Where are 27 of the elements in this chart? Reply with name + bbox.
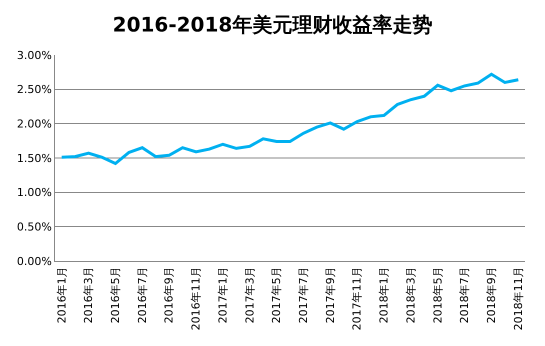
x-tick-label: 2017年5月	[270, 266, 284, 324]
y-tick-label: 2.50%	[16, 83, 52, 96]
x-tick-label: 2016年3月	[82, 266, 96, 324]
x-tick-label: 2018年11月	[512, 266, 525, 330]
x-tick-label: 2017年7月	[297, 266, 310, 324]
y-tick-label: 1.00%	[16, 186, 52, 200]
chart-title: 2016-2018年美元理财收益率走势	[112, 12, 432, 36]
x-tick-label: 2016年11月	[190, 266, 203, 330]
x-tick-label: 2017年3月	[243, 266, 256, 324]
x-tick-label: 2016年9月	[162, 266, 176, 324]
x-tick-label: 2017年9月	[324, 266, 337, 324]
x-tick-label: 2018年3月	[404, 266, 418, 324]
y-tick-label: 0.00%	[16, 254, 52, 268]
x-tick-label: 2018年9月	[485, 266, 498, 324]
x-tick-label: 2017年11月	[350, 266, 364, 330]
x-tick-label: 2016年5月	[109, 266, 122, 324]
y-tick-label: 3.00%	[16, 48, 52, 62]
x-tick-label: 2018年7月	[458, 266, 472, 324]
y-tick-label: 1.50%	[16, 152, 52, 165]
x-tick-label: 2018年1月	[378, 266, 391, 324]
line-series	[60, 72, 520, 165]
y-tick-label: 2.00%	[16, 118, 52, 131]
x-tick-label: 2018年5月	[431, 266, 444, 324]
x-tick-label: 2017年1月	[216, 266, 230, 324]
x-tick-label: 2016年1月	[55, 266, 68, 324]
y-tick-label: 0.50%	[16, 220, 52, 234]
x-tick-label: 2016年7月	[136, 266, 149, 324]
